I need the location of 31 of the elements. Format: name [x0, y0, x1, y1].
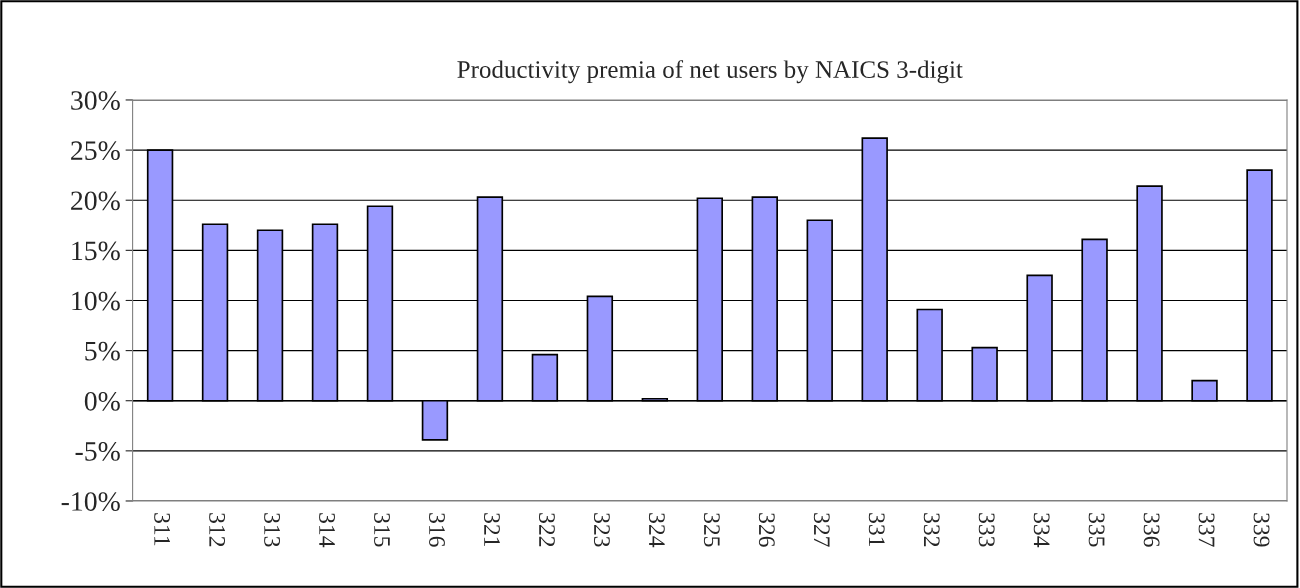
x-tick-label: 314: [319, 513, 335, 548]
x-tick-label: 334: [1033, 513, 1050, 548]
x-tick-label: 316: [429, 513, 445, 547]
y-tick-label: 10%: [72, 291, 120, 311]
x-tick-label: 337: [1198, 513, 1215, 547]
x-tick-label: 336: [1143, 513, 1160, 547]
x-tick-label: 331: [868, 513, 885, 547]
y-tick-label: 30%: [71, 91, 120, 110]
y-tick-label: 5%: [85, 341, 120, 361]
x-tick-label: 326: [758, 513, 775, 547]
x-tick-label: 325: [703, 513, 720, 547]
x-tick-label: 333: [978, 513, 995, 547]
x-tick-label: 327: [813, 513, 830, 547]
x-tick-label: 315: [374, 513, 390, 547]
y-tick-label: -10%: [61, 492, 120, 511]
x-tick-label: 335: [1088, 513, 1105, 547]
y-tick-label: 15%: [72, 241, 120, 261]
x-tick-label: 322: [538, 513, 555, 547]
x-tick-label: 324: [648, 513, 665, 548]
x-tick-label: 332: [923, 513, 940, 547]
x-tick-label: 321: [484, 513, 500, 547]
x-tick-label: 313: [264, 513, 280, 547]
x-tick-label: 312: [209, 513, 226, 547]
x-tick-label: 339: [1253, 513, 1270, 547]
y-tick-label: 0%: [84, 391, 120, 411]
y-tick-label: 25%: [71, 141, 120, 161]
y-tick-label: -5%: [75, 442, 120, 461]
chart-title: Productivity premia of net users by NAICS 3-digit: [457, 60, 963, 84]
y-tick-label: 20%: [71, 191, 120, 211]
x-tick-label: 323: [593, 513, 610, 547]
x-tick-label: 311: [154, 513, 171, 546]
